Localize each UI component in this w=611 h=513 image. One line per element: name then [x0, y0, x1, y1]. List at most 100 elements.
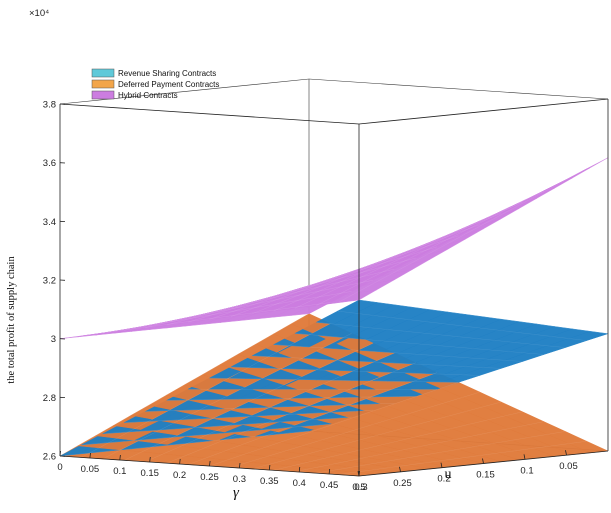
y-axis-label: u	[445, 467, 452, 482]
y-tick-mark	[523, 454, 526, 460]
surface-patch	[476, 206, 516, 226]
y-tick-label: 0.05	[559, 461, 578, 472]
surface-mesh	[124, 280, 374, 331]
x-tick-mark	[119, 454, 121, 461]
surface-mesh	[209, 235, 459, 320]
x-tick-label: 0.2	[173, 470, 186, 481]
z-tick-label: 3.6	[43, 158, 56, 169]
x-tick-mark	[239, 462, 241, 469]
z-tick-label: 2.6	[43, 452, 56, 463]
surface-mesh	[102, 417, 352, 434]
surface-mesh	[252, 401, 502, 469]
surface-mesh	[166, 257, 416, 325]
surface-mesh	[316, 322, 566, 348]
surface-mesh	[102, 291, 352, 334]
surface-mesh	[81, 323, 331, 458]
y-tick-label: 0.15	[476, 470, 495, 481]
surface-mesh	[337, 441, 587, 475]
box-edge	[358, 98, 609, 125]
x-tick-mark	[209, 460, 211, 467]
y-tick-mark	[440, 462, 443, 468]
x-tick-label: 0.3	[233, 474, 246, 485]
y-tick-label: 0.1	[520, 465, 533, 476]
z-tick-label: 3	[51, 334, 56, 345]
x-tick-label: 0.5	[352, 482, 365, 493]
surface-mesh	[316, 431, 566, 474]
x-tick-label: 0.45	[320, 480, 339, 491]
surface-mesh	[230, 392, 480, 468]
y-tick-mark	[399, 466, 401, 472]
surface-patch	[497, 198, 538, 217]
surface-patch	[515, 187, 555, 208]
surface-mesh	[294, 333, 544, 355]
legend-swatch	[91, 90, 115, 100]
surface-mesh	[337, 311, 587, 341]
x-tick-label: 0	[57, 462, 62, 473]
box-edge	[59, 103, 360, 125]
surface-mesh	[166, 362, 416, 464]
surface-mesh	[273, 344, 523, 362]
legend-label: Hybrid Contracts	[118, 91, 178, 100]
surface-mesh	[316, 179, 566, 306]
legend: Revenue Sharing Contracts Deferred Paymen…	[91, 68, 219, 100]
surface-mesh	[102, 333, 352, 459]
x-tick-mark	[298, 466, 301, 473]
ticks: 2.6 2.8 3 3.2 3.4 3.6 3.8 0 0.05 0.1 0.15 0.2 0.25 0.…	[43, 100, 578, 494]
surface-mesh	[230, 224, 480, 317]
surface-mesh	[59, 313, 310, 457]
surface-mesh	[188, 246, 438, 323]
y-tick-mark	[565, 450, 567, 456]
surface-mesh	[59, 430, 310, 457]
surface-mesh	[145, 269, 395, 328]
surface-mesh	[337, 168, 587, 303]
x-tick-label: 0.25	[200, 472, 219, 483]
z-axis-label: the total profit of supply chain	[6, 256, 17, 384]
surface-mesh	[145, 403, 395, 412]
z-multiplier: ×10⁴	[29, 8, 49, 19]
z-tick-label: 2.8	[43, 393, 56, 404]
surface-mesh	[59, 313, 310, 339]
z-tick-label: 3.2	[43, 276, 56, 287]
x-axis-label: γ	[233, 485, 240, 501]
surface-mesh	[81, 423, 331, 445]
y-tick-mark	[357, 470, 360, 477]
surface-mesh	[209, 382, 459, 467]
y-tick-mark	[482, 458, 484, 464]
box-edge	[59, 78, 310, 105]
x-tick-mark	[179, 458, 181, 465]
surface-mesh	[358, 157, 609, 301]
y-tick-label: 0.25	[393, 478, 412, 489]
y-tick-label: 0.2	[437, 474, 450, 485]
x-tick-mark	[149, 456, 151, 463]
x-tick-mark	[59, 450, 61, 457]
x-tick-mark	[89, 452, 91, 459]
x-tick-label: 0.15	[140, 468, 159, 479]
x-tick-mark	[268, 464, 271, 471]
surface-mesh	[273, 202, 523, 312]
z-tick-label: 3.8	[43, 100, 56, 111]
legend-label: Revenue Sharing Contracts	[118, 69, 216, 78]
legend-label: Deferred Payment Contracts	[118, 80, 219, 89]
surface-mesh	[273, 411, 523, 471]
surface-patch	[479, 208, 520, 227]
z-tick-label: 3.4	[43, 217, 56, 228]
surface-mesh	[81, 302, 331, 336]
surface-mesh	[124, 343, 374, 461]
surface-mesh	[145, 352, 395, 462]
surface-mesh	[294, 191, 544, 309]
surface-mesh	[294, 421, 544, 472]
x-tick-label: 0.4	[293, 478, 306, 489]
surface-mesh	[166, 396, 416, 401]
legend-swatch	[91, 68, 115, 78]
x-tick-label: 0.05	[81, 464, 100, 475]
x-tick-label: 0.1	[113, 466, 126, 477]
surface-mesh	[188, 372, 438, 465]
box-edge	[308, 78, 609, 100]
x-tick-mark	[328, 468, 331, 475]
surface-mesh	[252, 213, 502, 314]
legend-swatch	[91, 79, 115, 89]
surface-patch	[336, 299, 378, 314]
surfaces	[59, 157, 609, 477]
surface-mesh	[358, 299, 609, 334]
